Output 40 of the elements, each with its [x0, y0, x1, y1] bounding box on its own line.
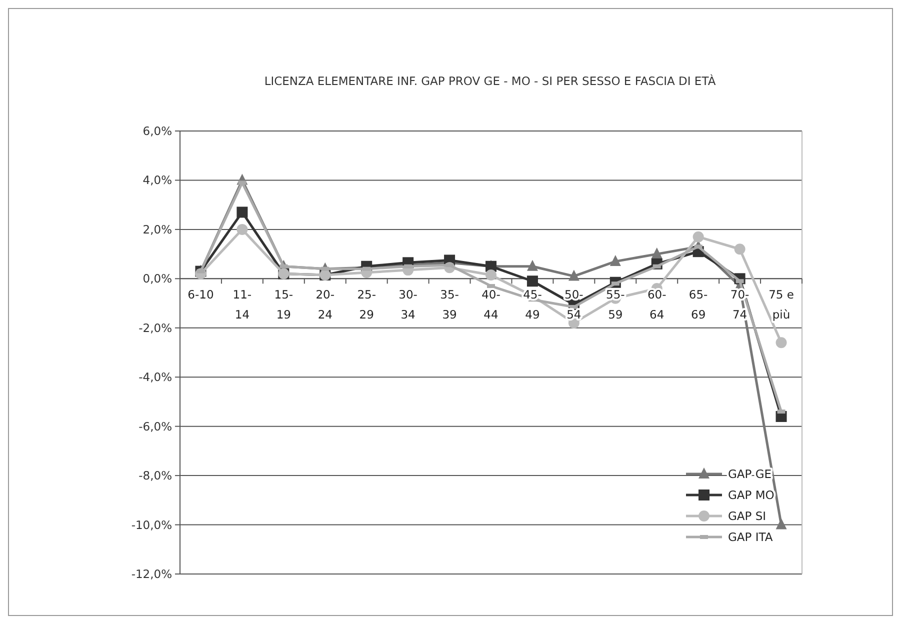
point — [734, 244, 746, 255]
y-tick-label: -2,0% — [138, 320, 172, 335]
x-tick-label: 75 e più — [768, 288, 794, 322]
legend-label: GAP MO — [728, 488, 774, 502]
x-tick-label: 30-34 — [398, 288, 418, 322]
x-tick-label: 55-59 — [606, 288, 625, 322]
y-tick-label: -10,0% — [131, 518, 172, 532]
y-tick-label: -6,0% — [138, 419, 172, 434]
x-tick-label: 25-29 — [357, 288, 376, 322]
x-tick-label: 6-10 — [188, 288, 214, 302]
point — [568, 270, 580, 281]
legend-label: GAP ITA — [728, 530, 773, 544]
y-tick-label: -8,0% — [138, 468, 172, 483]
point — [651, 248, 662, 259]
point — [776, 518, 787, 530]
point — [610, 254, 621, 266]
x-tick-label: 35-39 — [440, 288, 459, 322]
y-tick-label: -12,0% — [131, 567, 172, 581]
point — [486, 269, 496, 280]
x-tick-label: 65-69 — [688, 288, 708, 322]
point — [236, 206, 248, 218]
y-tick-label: 2,0% — [142, 222, 172, 236]
y-tick-label: 0,0% — [142, 272, 172, 286]
x-tick-label: 40-44 — [482, 288, 500, 322]
x-tick-label: 15-19 — [274, 288, 294, 322]
y-tick-label: -4,0% — [138, 370, 172, 384]
y-tick-label: 4,0% — [142, 173, 172, 188]
point — [526, 260, 538, 271]
x-tick-label: 11-14 — [232, 288, 252, 322]
chart-title: LICENZA ELEMENTARE INF. GAP PROV GE - MO - SI PER SESSO E FASCIA DI ETÀ — [264, 74, 716, 88]
x-tick-label: 20-24 — [316, 288, 335, 322]
x-tick-label: 50-54 — [564, 288, 584, 322]
point — [692, 231, 704, 242]
x-tick-label: 45-49 — [523, 288, 542, 322]
point — [776, 337, 787, 348]
legend-label: GAP SI — [728, 509, 766, 523]
x-tick-label: 60-64 — [647, 288, 666, 322]
point — [236, 224, 248, 235]
y-tick-label: 6,0% — [142, 124, 172, 138]
point — [526, 276, 538, 287]
